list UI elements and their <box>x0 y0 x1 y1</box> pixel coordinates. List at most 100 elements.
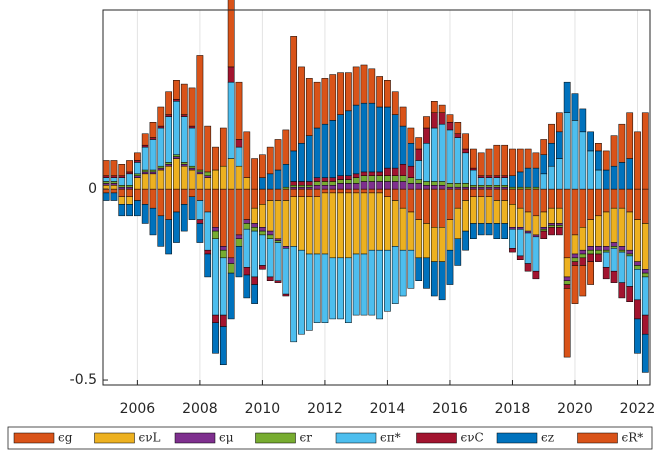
bar-segment <box>141 188 149 205</box>
bar-segment <box>634 219 641 262</box>
bar-segment <box>626 211 634 251</box>
bar-segment <box>540 173 548 190</box>
bar-segment <box>571 120 579 190</box>
bar-segment <box>462 186 469 190</box>
bar-segment <box>274 139 282 171</box>
bar-segment <box>118 186 126 190</box>
bar-segment <box>259 230 266 236</box>
bar-segment <box>462 183 469 188</box>
bar-segment <box>204 175 212 178</box>
bar-segment <box>602 246 610 251</box>
bar-segment <box>501 177 509 186</box>
bar-segment <box>282 129 290 165</box>
bar-segment <box>399 181 407 190</box>
bar-segment <box>141 133 149 146</box>
bar-segment <box>485 188 493 197</box>
bar-segment <box>493 188 501 201</box>
bar-segment <box>313 185 321 190</box>
bar-segment <box>438 104 446 113</box>
bar-segment <box>141 146 149 171</box>
bar-segment <box>555 223 563 226</box>
bar-segment <box>641 188 649 224</box>
bar-segment <box>516 186 524 190</box>
bar-segment <box>501 186 509 190</box>
x-tick-label: 2012 <box>307 401 343 417</box>
bar-segment <box>235 188 243 236</box>
bar-segment <box>618 188 626 209</box>
bar-segment <box>173 156 180 159</box>
bar-segment <box>188 125 196 129</box>
bar-segment <box>337 72 344 115</box>
bar-segment <box>196 171 204 175</box>
bar-segment <box>618 123 626 163</box>
bar-segment <box>157 127 165 167</box>
bar-segment <box>243 267 251 276</box>
bar-segment <box>251 188 258 209</box>
bar-segment <box>290 186 298 190</box>
bar-segment <box>188 169 196 190</box>
bar-segment <box>430 127 438 182</box>
bar-segment <box>227 158 235 190</box>
bar-segment <box>423 116 430 129</box>
bar-segment <box>360 253 368 316</box>
bar-segment <box>266 234 274 239</box>
bar-segment <box>555 227 563 236</box>
bar-segment <box>516 171 524 188</box>
bar-segment <box>415 148 423 161</box>
bar-segment <box>501 200 509 224</box>
bar-segment <box>212 227 219 232</box>
bar-segment <box>344 175 352 180</box>
bar-segment <box>485 186 493 190</box>
bar-segment <box>430 261 438 297</box>
bar-segment <box>579 188 587 228</box>
bar-segment <box>555 158 563 190</box>
bar-segment <box>219 257 227 316</box>
bar-segment <box>196 223 204 243</box>
bar-segment <box>352 183 360 190</box>
bar-segment <box>438 185 446 190</box>
bar-segment <box>235 146 243 167</box>
bar-segment <box>602 267 610 280</box>
bar-segment <box>563 280 571 285</box>
bar-segment <box>352 173 360 178</box>
bar-segment <box>415 137 423 150</box>
legend-swatch <box>335 432 377 444</box>
bar-segment <box>571 93 579 121</box>
bar-segment <box>102 181 110 184</box>
bar-segment <box>563 276 571 281</box>
bar-segment <box>313 177 321 182</box>
bar-segment <box>391 91 399 115</box>
bar-segment <box>102 188 110 194</box>
bar-segment <box>423 223 430 259</box>
bar-segment <box>149 139 157 171</box>
bar-segment <box>587 246 594 251</box>
bar-segment <box>219 127 227 167</box>
bar-segment <box>399 164 407 176</box>
bar-segment <box>587 253 594 262</box>
bar-segment <box>438 227 446 262</box>
bar-segment <box>337 192 344 259</box>
bar-segment <box>212 146 219 171</box>
bar-segment <box>102 160 110 176</box>
bar-segment <box>344 183 352 190</box>
bar-segment <box>470 167 477 171</box>
bar-segment <box>110 181 118 184</box>
bar-segment <box>180 83 188 115</box>
legend-label: ϵνL <box>139 431 161 445</box>
bar-segment <box>337 183 344 190</box>
bar-segment <box>548 223 555 226</box>
bar-segment <box>337 257 344 320</box>
bar-segment <box>290 185 298 188</box>
legend-swatch <box>496 432 538 444</box>
bar-segment <box>344 257 352 324</box>
bar-segment <box>587 219 594 247</box>
bar-segment <box>602 188 610 213</box>
bar-segment <box>555 225 563 228</box>
bar-segment <box>266 173 274 190</box>
bar-segment <box>579 253 587 259</box>
bar-segment <box>540 230 548 239</box>
bar-segment <box>415 183 423 190</box>
bar-segment <box>462 200 469 232</box>
bar-segment <box>595 143 602 152</box>
bar-segment <box>384 196 391 251</box>
